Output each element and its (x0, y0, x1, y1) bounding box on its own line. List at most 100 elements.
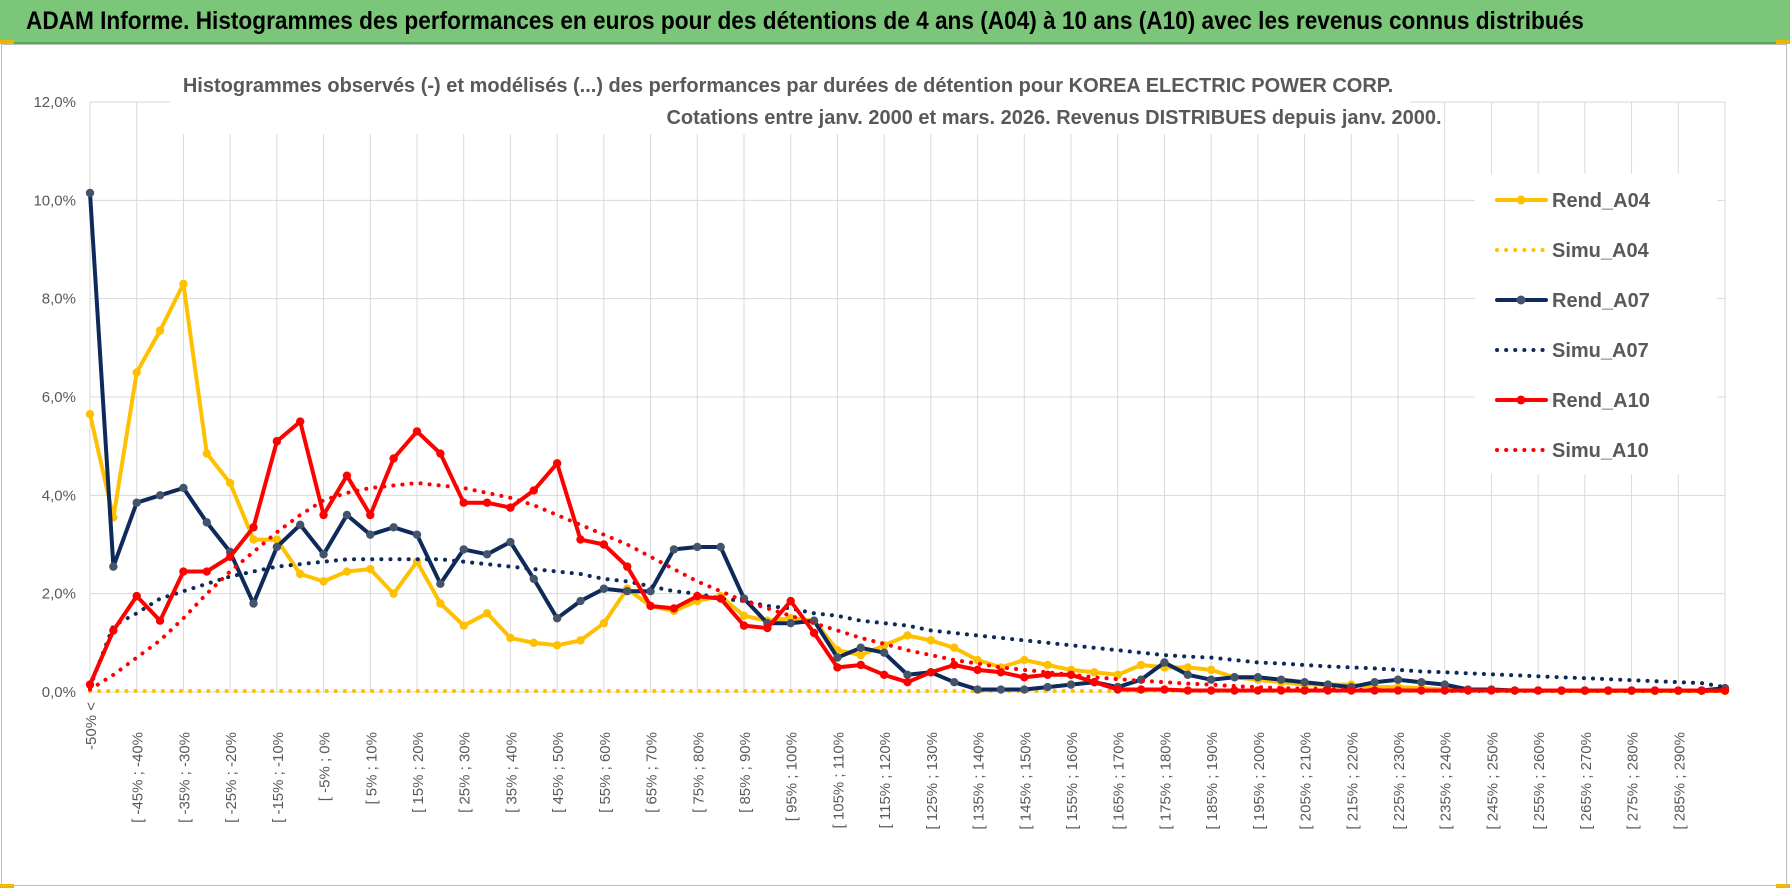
x-tick-label: -50% < (83, 702, 100, 750)
data-point-rend-a07 (1043, 682, 1052, 692)
data-point-rend-a07 (973, 685, 982, 694)
data-point-rend-a10 (389, 454, 398, 463)
data-point-rend-a04 (950, 643, 959, 652)
legend-label-rend-a04: Rend_A04 (1552, 190, 1651, 212)
data-point-rend-a10 (366, 510, 375, 520)
data-point-rend-a10 (926, 668, 936, 677)
data-point-rend-a07 (272, 542, 282, 552)
data-point-rend-a07 (623, 587, 632, 596)
data-point-rend-a04 (389, 589, 398, 598)
data-point-rend-a07 (1323, 680, 1333, 689)
data-point-rend-a10 (319, 510, 328, 520)
corner-mark-bottom-right (1776, 884, 1790, 888)
data-point-rend-a07 (1253, 673, 1263, 682)
data-point-rend-a07 (1230, 673, 1239, 682)
data-point-rend-a07 (693, 542, 702, 552)
data-point-rend-a04 (482, 609, 492, 618)
data-point-rend-a10 (132, 591, 141, 601)
data-point-rend-a10 (436, 449, 445, 458)
data-point-rend-a10 (1580, 686, 1590, 695)
y-tick-label: 8,0% (42, 291, 76, 308)
data-point-rend-a04 (1090, 668, 1099, 677)
data-point-rend-a10 (1183, 686, 1192, 695)
data-point-rend-a10 (903, 677, 912, 687)
gridlines (89, 101, 1726, 693)
legend-label-simu-a07: Simu_A07 (1552, 340, 1649, 362)
data-point-rend-a10 (693, 591, 702, 601)
data-point-rend-a10 (1370, 686, 1379, 695)
x-tick-label: [ -35% ; -30% (176, 732, 193, 823)
x-tick-label: [ -45% ; -40% (130, 732, 147, 823)
data-point-rend-a10 (412, 427, 422, 436)
data-point-rend-a10 (179, 567, 188, 576)
data-point-rend-a07 (529, 574, 538, 584)
x-tick-label: [ 25% ; 30% (457, 732, 474, 813)
data-point-rend-a07 (436, 579, 445, 589)
data-point-rend-a10 (342, 471, 352, 480)
data-point-rend-a07 (249, 599, 258, 608)
data-point-rend-a10 (879, 670, 889, 679)
data-point-rend-a07 (903, 670, 912, 679)
x-tick-label: [ 275% ; 280% (1625, 732, 1642, 830)
data-point-rend-a10 (552, 459, 562, 468)
x-tick-label: [ 255% ; 260% (1531, 732, 1548, 830)
x-tick-label: [ 125% ; 130% (924, 732, 941, 830)
data-point-rend-a07 (599, 584, 609, 593)
data-point-rend-a04 (132, 368, 141, 377)
data-point-rend-a10 (202, 567, 211, 576)
data-point-rend-a10 (506, 503, 515, 512)
corner-mark-right (1776, 40, 1790, 44)
data-point-rend-a10 (529, 486, 538, 495)
legend-background (1475, 174, 1717, 474)
data-point-rend-a04 (576, 636, 585, 645)
x-tick-label: [ 105% ; 110% (830, 732, 847, 828)
data-point-rend-a10 (1090, 677, 1099, 687)
data-point-rend-a04 (202, 449, 211, 458)
x-tick-label: [ -15% ; -10% (270, 732, 287, 823)
data-point-rend-a07 (552, 614, 562, 623)
data-point-rend-a07 (459, 545, 468, 554)
y-tick-label: 10,0% (33, 192, 76, 209)
data-point-rend-a10 (646, 601, 655, 611)
x-tick-label: [ -5% ; 0% (317, 732, 334, 801)
y-tick-label: 0,0% (42, 684, 76, 701)
x-tick-label: [ 205% ; 210% (1298, 732, 1315, 830)
data-point-rend-a07 (1160, 658, 1169, 667)
series-group (85, 188, 1730, 696)
data-point-rend-a07 (576, 596, 585, 606)
data-point-rend-a07 (1277, 675, 1286, 684)
x-tick-label: [ 35% ; 40% (503, 732, 520, 813)
x-tick-label: [ 245% ; 250% (1484, 732, 1501, 830)
data-point-rend-a10 (599, 540, 609, 549)
data-point-rend-a04 (529, 638, 538, 648)
data-point-rend-a07 (646, 587, 655, 596)
data-point-rend-a10 (763, 623, 772, 633)
data-point-rend-a04 (225, 478, 235, 488)
banner: ADAM Informe. Histogrammes des performan… (0, 0, 1790, 44)
data-point-rend-a10 (155, 616, 165, 625)
data-point-rend-a10 (576, 535, 585, 544)
data-point-rend-a07 (202, 518, 211, 527)
x-tick-label: [ 215% ; 220% (1344, 732, 1361, 830)
data-point-rend-a10 (1136, 685, 1146, 694)
legend-label-rend-a07: Rend_A07 (1552, 290, 1650, 312)
data-point-rend-a10 (950, 660, 959, 670)
data-point-rend-a04 (179, 279, 188, 289)
title-background (170, 66, 1410, 134)
data-point-rend-a07 (85, 188, 95, 198)
data-point-rend-a10 (1206, 686, 1216, 695)
y-axis-labels: 0,0% 2,0% 4,0% 6,0% 8,0% 10,0% 12,0% (33, 94, 76, 701)
data-point-rend-a10 (1113, 685, 1122, 694)
data-point-rend-a07 (366, 530, 375, 539)
x-tick-label: [ 85% ; 90% (737, 732, 754, 813)
data-point-rend-a07 (296, 520, 305, 530)
data-point-rend-a04 (366, 564, 375, 574)
data-point-rend-a10 (1020, 673, 1029, 682)
data-point-rend-a07 (1020, 685, 1029, 694)
data-point-rend-a04 (1183, 663, 1192, 672)
legend-label-simu-a10: Simu_A10 (1552, 440, 1649, 462)
data-point-rend-a04 (1206, 665, 1216, 675)
x-tick-label: [ 5% ; 10% (363, 732, 380, 805)
y-tick-label: 6,0% (42, 389, 76, 406)
